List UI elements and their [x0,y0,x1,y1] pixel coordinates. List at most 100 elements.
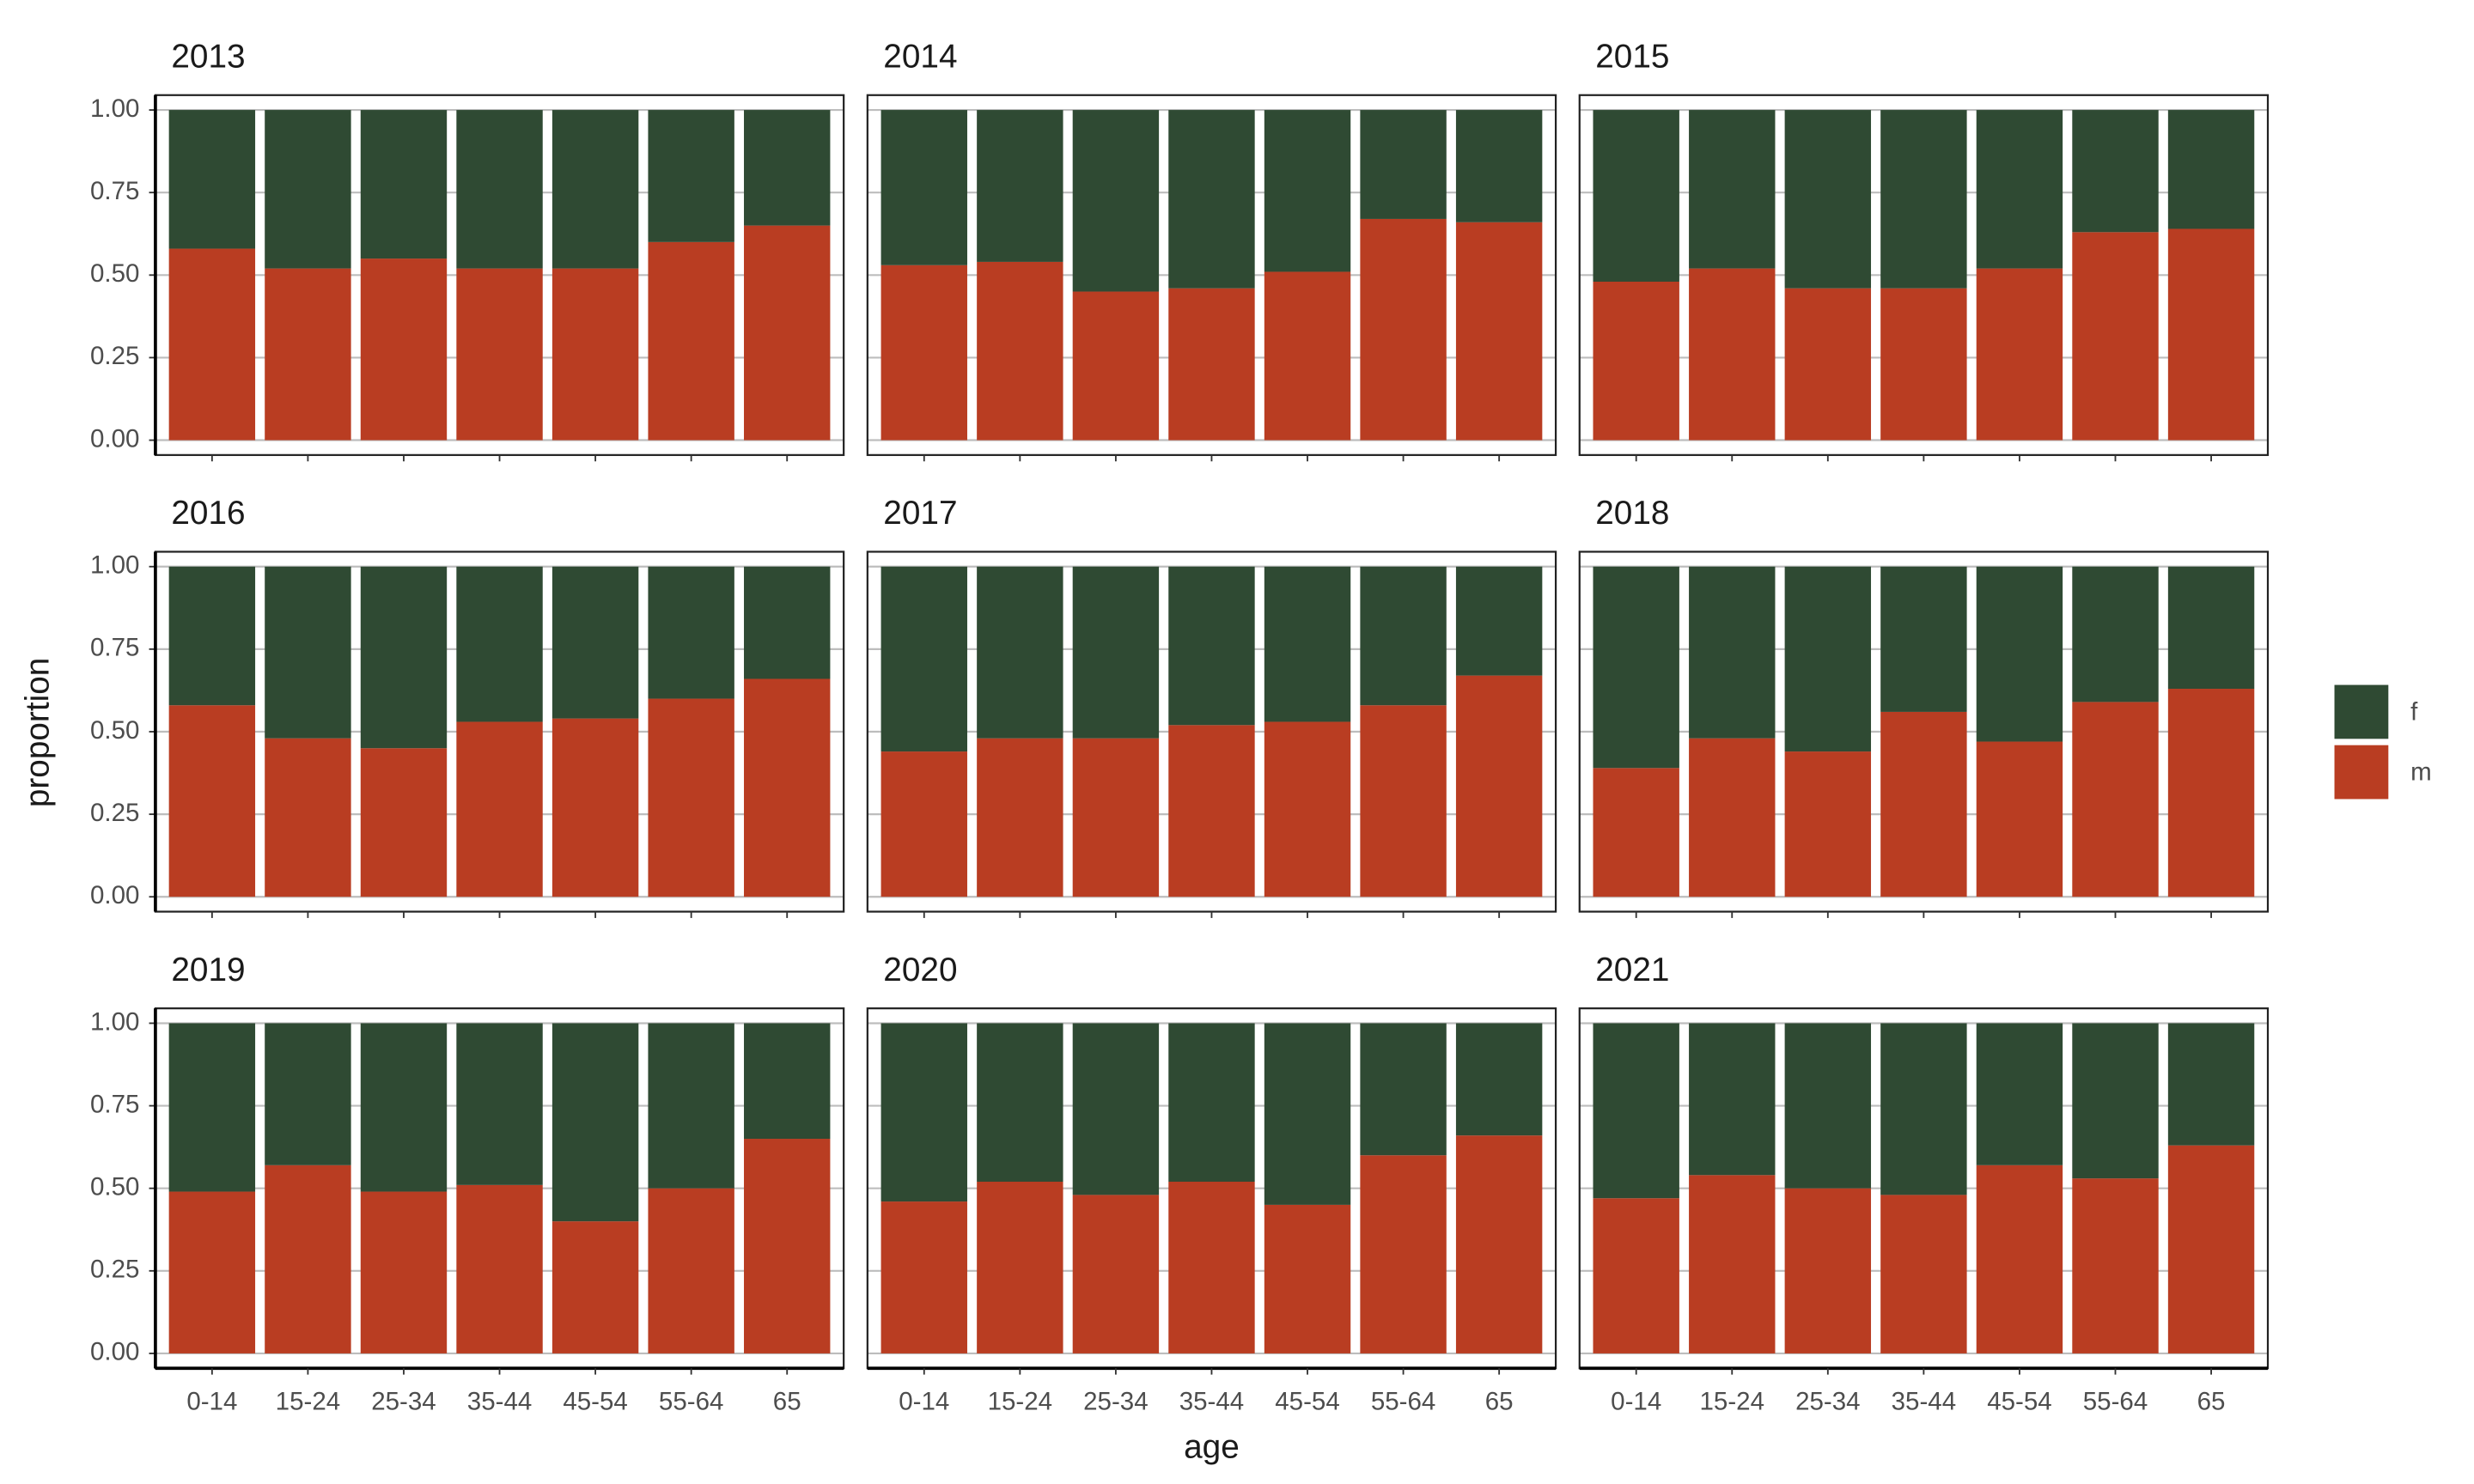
bar [648,1023,734,1189]
bar [2072,702,2159,897]
y-tick-label: 0.75 [90,634,139,662]
y-tick-label: 0.00 [90,1338,139,1366]
bar [2167,1145,2255,1353]
bar [1168,110,1255,289]
bar [1880,1023,1967,1195]
bar [744,1139,831,1353]
bar [168,110,256,249]
bar [977,566,1063,739]
y-tick-label: 0.00 [90,424,139,453]
bar [1168,1182,1255,1353]
bar [1072,1023,1160,1195]
bar [744,678,831,897]
panel-title: 2013 [171,39,245,76]
y-tick-label: 1.00 [90,94,139,123]
bar [2072,1178,2159,1353]
bar [1880,1195,1967,1353]
x-axis-label: age [1184,1429,1240,1466]
bar [1689,738,1776,897]
bar [360,258,448,441]
bar [456,721,543,897]
bar [168,1023,256,1192]
x-tick-label: 0-14 [186,1388,237,1416]
bar [1689,110,1776,269]
x-tick-label: 45-54 [1275,1388,1340,1416]
bar [1593,281,1679,441]
y-tick-label: 0.00 [90,881,139,909]
bar [977,1182,1063,1353]
bar [1264,566,1351,722]
x-tick-label: 55-64 [659,1388,724,1416]
y-axis-label: proportion [19,658,56,808]
bar [1360,1155,1447,1353]
x-tick-label: 65 [773,1388,801,1416]
bar [2167,110,2255,229]
legend-label: m [2410,758,2432,787]
bar [551,1221,639,1353]
bar [2072,232,2159,441]
bar [360,110,448,259]
bar [551,1023,639,1222]
bar [1168,1023,1255,1183]
bar [551,566,639,719]
legend-label: f [2410,698,2418,727]
bar [551,268,639,441]
bar [168,566,256,706]
y-tick-label: 0.75 [90,177,139,205]
bar [360,566,448,749]
bar [1784,566,1872,752]
bar [881,1023,967,1202]
x-tick-label: 15-24 [276,1388,341,1416]
bar [648,566,734,699]
bar [648,1188,734,1353]
bar [1880,566,1967,712]
bar [977,738,1063,897]
bar [977,261,1063,441]
y-tick-label: 0.25 [90,799,139,827]
bar [265,268,351,441]
panel-title: 2021 [1595,952,1669,988]
bar [456,1184,543,1353]
bar [551,110,639,269]
x-tick-label: 65 [2197,1388,2226,1416]
x-tick-label: 65 [1485,1388,1514,1416]
bar [1360,566,1447,706]
bar [1689,268,1776,441]
bar [1784,110,1872,289]
bar [2072,1023,2159,1179]
bar [168,705,256,897]
bar [1689,566,1776,739]
bar [648,110,734,242]
bar [1784,1188,1872,1353]
bar [1168,725,1255,897]
y-tick-label: 0.50 [90,259,139,288]
bar [1360,705,1447,897]
bar [360,1191,448,1353]
x-tick-label: 0-14 [1611,1388,1661,1416]
bar [1593,1023,1679,1199]
bar [1264,271,1351,441]
bar [1976,741,2063,897]
legend-key [2334,745,2389,800]
bar [456,268,543,441]
bar [1264,721,1351,897]
bar [1593,768,1679,897]
y-tick-label: 0.50 [90,716,139,745]
bar [1976,110,2063,269]
bar [881,265,967,441]
bar [1168,566,1255,726]
x-tick-label: 35-44 [467,1388,533,1416]
bar [2167,228,2255,441]
bar [881,110,967,265]
bar [1689,1175,1776,1353]
bar [1976,566,2063,742]
x-tick-label: 55-64 [1371,1388,1436,1416]
x-tick-label: 45-54 [563,1388,628,1416]
bar [456,110,543,269]
bar [2167,566,2255,690]
y-tick-label: 1.00 [90,1007,139,1036]
bar [168,1191,256,1353]
bar [265,110,351,269]
